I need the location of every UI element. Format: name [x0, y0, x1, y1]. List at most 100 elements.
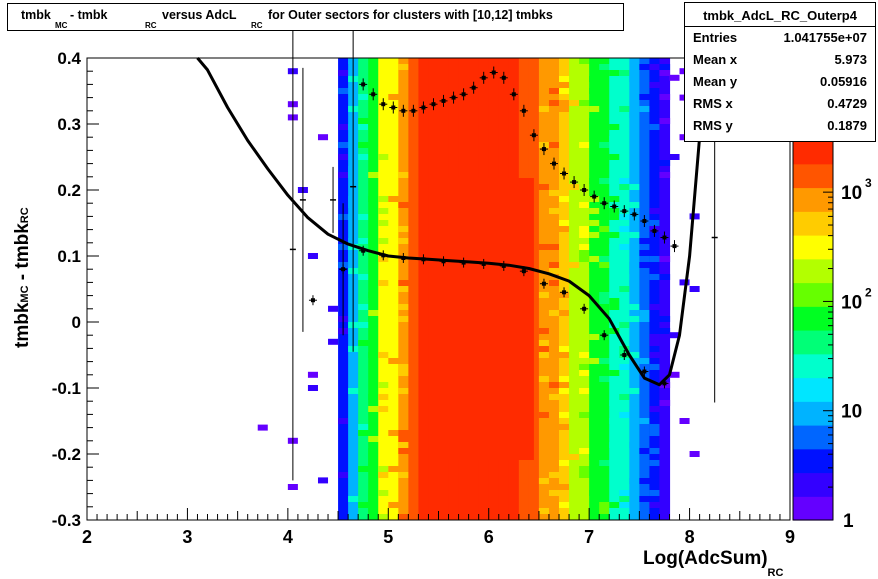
profile-marker [371, 92, 376, 97]
color-scale-exponent: 3 [865, 176, 872, 190]
profile-marker [662, 235, 667, 240]
heatmap-cell [398, 238, 409, 244]
y-tick-label: -0.2 [52, 445, 81, 464]
y-axis: -0.3 -0.2 -0.1 0 0.1 0.2 0.3 0.4 [52, 49, 99, 530]
heatmap-cell [649, 124, 661, 130]
heatmap-cell [378, 472, 389, 478]
color-scale-bin [793, 472, 833, 497]
heatmap-column [358, 58, 369, 520]
heatmap-cell [338, 142, 349, 148]
x-tick-label: 8 [685, 527, 695, 547]
heatmap-cell [368, 454, 379, 460]
heatmap-cell [358, 124, 369, 130]
heatmap-cell [569, 496, 580, 502]
heatmap-cell [398, 448, 409, 454]
heatmap-cell [569, 280, 580, 286]
color-scale-bin [793, 353, 833, 379]
heatmap-column [639, 58, 650, 520]
heatmap-cell [388, 94, 399, 100]
y-axis-label-main: tmbk [12, 302, 33, 348]
heatmap-cell [589, 262, 600, 268]
heatmap-cell [599, 502, 610, 508]
heatmap-cell [639, 106, 650, 112]
heatmap-cell [599, 508, 610, 514]
color-scale-bin [793, 211, 833, 236]
heatmap-cell [619, 106, 630, 112]
heatmap-cell [609, 304, 620, 310]
heatmap-cell [639, 478, 650, 484]
heatmap-cell [559, 424, 570, 430]
heatmap-column [388, 58, 399, 520]
heatmap-cell [548, 100, 560, 106]
heatmap-cell [649, 208, 661, 214]
heatmap-cell [589, 124, 600, 130]
heatmap-cell [629, 316, 640, 322]
fit-marker [461, 260, 466, 265]
profile-marker [602, 201, 607, 206]
heatmap-column [538, 58, 550, 520]
heatmap-cell [589, 220, 600, 226]
profile-marker [612, 204, 617, 209]
heatmap-cell [287, 484, 298, 490]
heatmap-cell [639, 250, 650, 256]
color-scale-bin [793, 282, 833, 307]
heatmap-cell [579, 448, 590, 454]
heatmap-cell [398, 442, 409, 448]
heatmap-cell [559, 88, 570, 94]
heatmap-cell [579, 244, 590, 250]
heatmap-cell [378, 514, 389, 520]
color-scale-bin [793, 163, 833, 189]
heatmap-cell [639, 496, 650, 502]
heatmap-cell [559, 502, 570, 508]
heatmap-cell [328, 305, 339, 312]
heatmap-cell [358, 340, 369, 346]
heatmap-cell [599, 292, 610, 298]
heatmap-cell [649, 340, 661, 346]
heatmap-cell [398, 316, 409, 322]
heatmap-cell [348, 388, 359, 394]
heatmap-cell [659, 172, 671, 178]
heatmap-cell [619, 286, 630, 292]
heatmap-cell [579, 466, 590, 472]
heatmap-cell [548, 262, 560, 268]
heatmap-cell [388, 502, 399, 508]
heatmap-cell [368, 292, 379, 298]
color-scale-bin [793, 306, 833, 331]
heatmap-cell [599, 460, 610, 466]
stats-value: 1.041755e+07 [783, 30, 867, 45]
heatmap-cell [609, 442, 620, 448]
heatmap-cell [338, 88, 349, 94]
heatmap-cell [639, 418, 650, 424]
heatmap-cell [619, 394, 630, 400]
heatmap-cell [538, 244, 550, 250]
fit-marker [582, 306, 587, 311]
stats-row: Mean y 0.05916 [685, 74, 875, 96]
profile-marker [672, 244, 677, 249]
heatmap-cell [559, 352, 570, 358]
heatmap-cell [569, 286, 580, 292]
fit-marker [401, 255, 406, 260]
color-scale-bin [793, 330, 833, 355]
heatmap-cell [659, 94, 671, 100]
heatmap-cell [659, 328, 671, 334]
heatmap-cell [368, 82, 379, 88]
heatmap-cell [589, 238, 600, 244]
heatmap-cell [589, 178, 600, 184]
heatmap-cell [559, 388, 570, 394]
heatmap-cell [398, 436, 409, 442]
profile-marker [431, 102, 436, 107]
y-tick-label: 0 [72, 313, 81, 332]
heatmap-column [428, 58, 440, 520]
heatmap-cell [398, 430, 409, 436]
stats-value: 0.05916 [820, 74, 867, 89]
heatmap-cell [368, 232, 379, 238]
color-scale-bin [793, 140, 833, 165]
fit-marker [421, 257, 426, 262]
heatmap-cell [629, 202, 640, 208]
y-tick-label: 0.2 [57, 181, 81, 200]
heatmap-core [438, 178, 534, 460]
heatmap-cell [388, 430, 399, 436]
heatmap-cell [358, 94, 369, 100]
heatmap-cell [659, 70, 671, 76]
heatmap-cell [358, 304, 369, 310]
